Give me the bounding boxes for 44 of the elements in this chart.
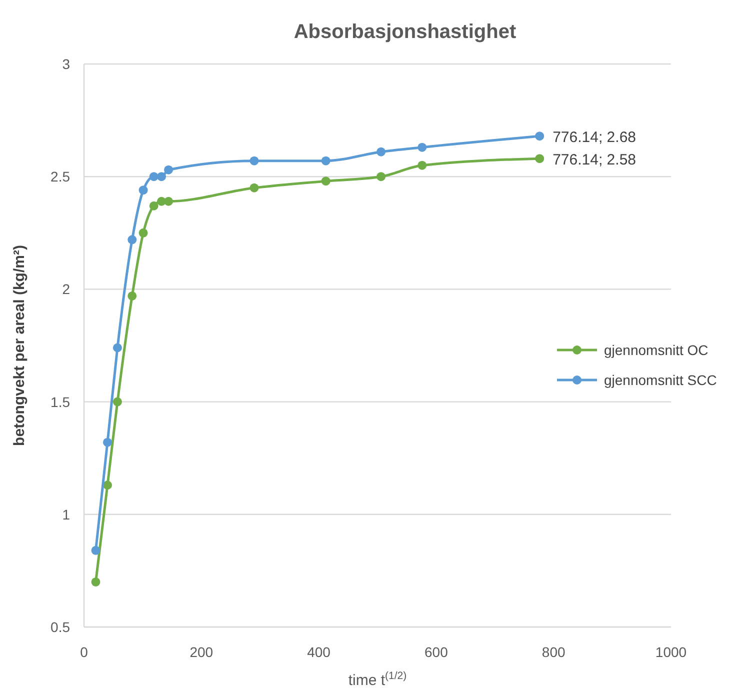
y-tick-label: 1.5 xyxy=(50,394,70,410)
point xyxy=(149,201,158,210)
y-tick-label: 2 xyxy=(62,281,70,298)
point xyxy=(128,235,137,244)
y-tick-label: 0.5 xyxy=(50,619,70,635)
point xyxy=(112,397,122,406)
point xyxy=(91,577,100,586)
y-axis-title: betongvekt per areal (kg/m²) xyxy=(11,245,28,446)
point xyxy=(156,172,166,182)
point xyxy=(164,165,174,174)
point xyxy=(376,172,386,182)
point xyxy=(138,186,148,195)
point xyxy=(321,156,330,166)
point xyxy=(250,156,259,166)
point xyxy=(102,480,112,490)
x-tick-label: 1000 xyxy=(655,644,687,660)
x-axis-title: time t$^{(1/2)}$ xyxy=(348,670,407,689)
point xyxy=(321,176,330,186)
y-tick-label: 1 xyxy=(62,506,70,522)
point xyxy=(112,343,122,352)
point xyxy=(535,154,544,164)
y-tick-label: 3 xyxy=(62,56,70,72)
point xyxy=(138,228,148,238)
legend-label: gjennomsnitt OC xyxy=(604,342,708,358)
point xyxy=(418,160,427,170)
point xyxy=(91,546,100,555)
chart-title: Absorbasjonshastighet xyxy=(294,21,516,43)
point xyxy=(149,172,158,182)
point xyxy=(102,438,112,447)
point xyxy=(128,291,137,300)
point xyxy=(535,132,544,141)
legend-label: gjennomsnitt SCC xyxy=(604,372,717,388)
point xyxy=(418,142,427,152)
x-tick-label: 600 xyxy=(424,644,448,660)
x-tick-label: 400 xyxy=(307,644,331,660)
annotation: 776.14; 2.58 xyxy=(552,152,636,169)
x-tick-label: 200 xyxy=(190,644,214,660)
point xyxy=(164,196,174,206)
annotation: 776.14; 2.68 xyxy=(552,129,636,146)
point xyxy=(376,147,386,156)
point xyxy=(250,183,259,192)
x-tick-label: 0 xyxy=(80,644,88,660)
y-tick-label: 2.5 xyxy=(50,168,70,185)
x-tick-label: 800 xyxy=(542,644,566,660)
